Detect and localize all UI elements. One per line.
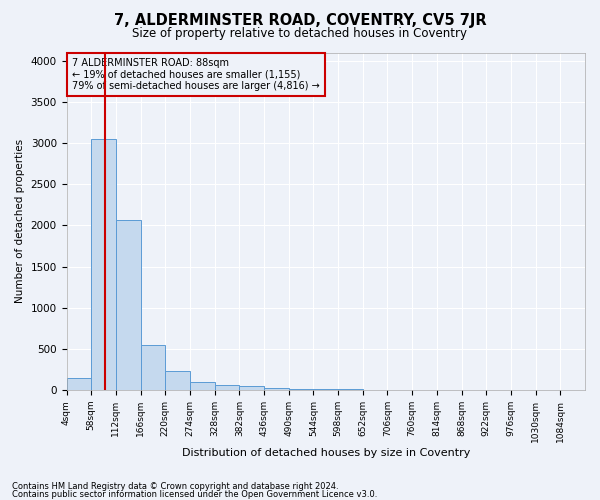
Bar bbox=[239, 386, 264, 390]
Text: Contains public sector information licensed under the Open Government Licence v3: Contains public sector information licen… bbox=[12, 490, 377, 499]
Bar bbox=[289, 389, 313, 390]
Y-axis label: Number of detached properties: Number of detached properties bbox=[15, 139, 25, 304]
Bar bbox=[67, 378, 91, 390]
Text: Contains HM Land Registry data © Crown copyright and database right 2024.: Contains HM Land Registry data © Crown c… bbox=[12, 482, 338, 491]
Text: 7 ALDERMINSTER ROAD: 88sqm
← 19% of detached houses are smaller (1,155)
79% of s: 7 ALDERMINSTER ROAD: 88sqm ← 19% of deta… bbox=[72, 58, 320, 92]
Text: Size of property relative to detached houses in Coventry: Size of property relative to detached ho… bbox=[133, 28, 467, 40]
Bar bbox=[190, 382, 215, 390]
Bar bbox=[215, 384, 239, 390]
Bar bbox=[165, 371, 190, 390]
Text: 7, ALDERMINSTER ROAD, COVENTRY, CV5 7JR: 7, ALDERMINSTER ROAD, COVENTRY, CV5 7JR bbox=[113, 12, 487, 28]
X-axis label: Distribution of detached houses by size in Coventry: Distribution of detached houses by size … bbox=[182, 448, 470, 458]
Bar bbox=[116, 220, 140, 390]
Bar bbox=[91, 139, 116, 390]
Bar bbox=[140, 345, 165, 390]
Bar bbox=[264, 388, 289, 390]
